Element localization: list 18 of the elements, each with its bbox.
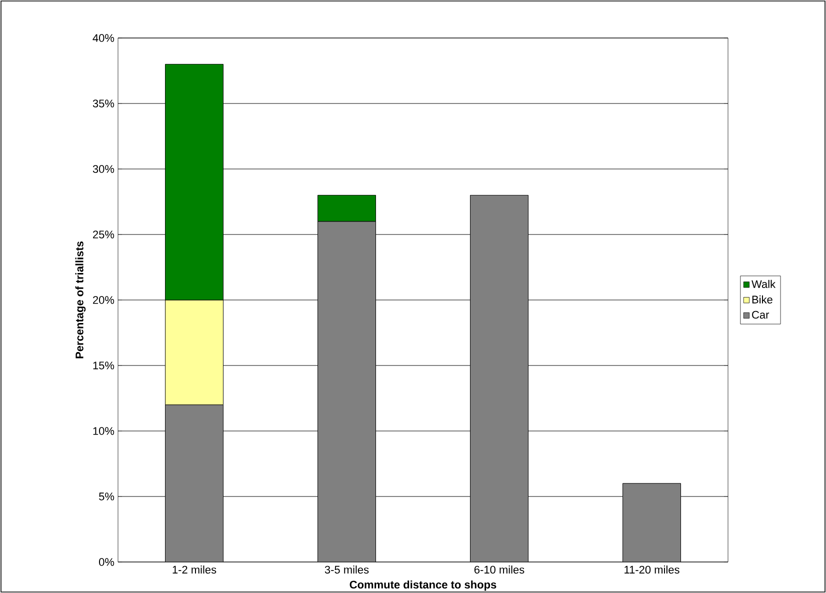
y-tick-label: 0% — [99, 558, 114, 566]
x-axis-title: Commute distance to shops — [350, 580, 496, 591]
x-tick-label: 1-2 miles — [172, 566, 216, 574]
y-tick-label: 35% — [92, 100, 114, 108]
legend-label: Walk — [752, 280, 776, 288]
y-tick-label: 20% — [93, 296, 114, 304]
x-tick-label: 11-20 miles — [624, 566, 680, 574]
y-tick-label: 40% — [92, 34, 114, 42]
y-axis-title: Percentage of triallists — [75, 241, 86, 358]
y-tick-label: 30% — [92, 165, 114, 173]
y-tick-label: 15% — [93, 362, 114, 370]
y-tick-label: 10% — [93, 427, 114, 435]
y-tick-label: 25% — [93, 230, 114, 238]
legend-label: Car — [752, 310, 770, 319]
legend-label: Bike — [752, 295, 772, 304]
x-tick-label: 3-5 miles — [324, 566, 369, 574]
x-tick-label: 6-10 miles — [474, 566, 524, 574]
y-tick-label: 5% — [99, 492, 114, 500]
